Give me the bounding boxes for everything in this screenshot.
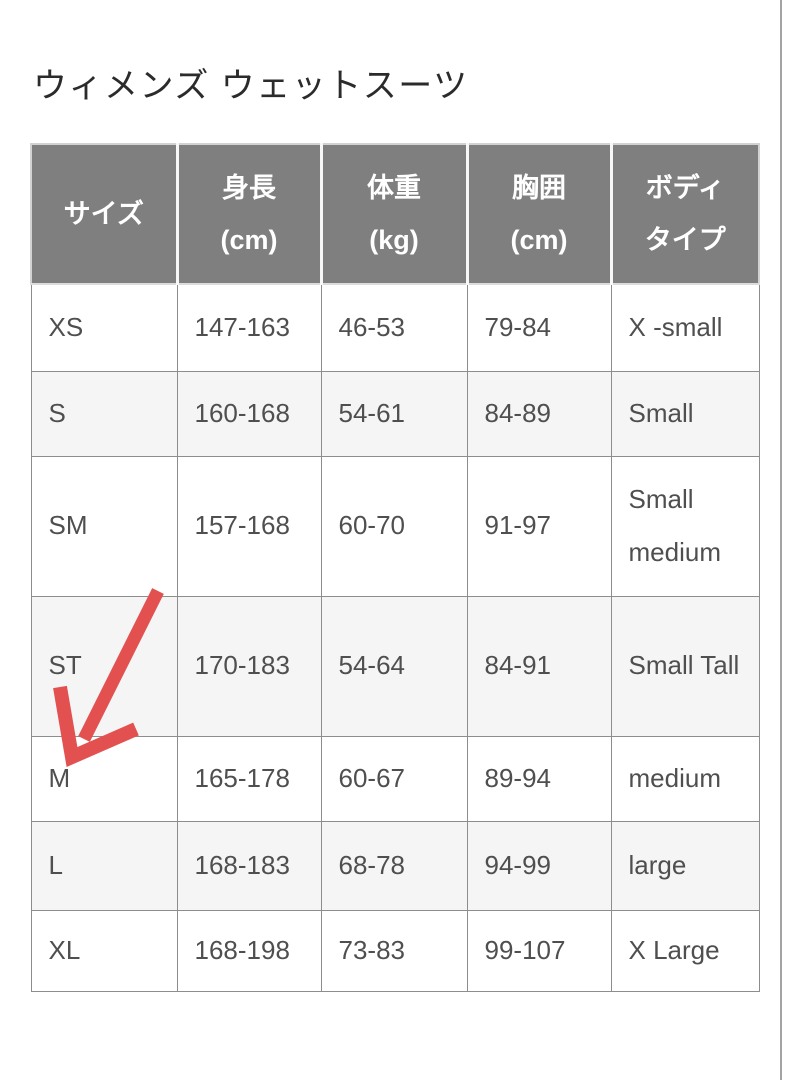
cell-bodytype: X Large: [610, 909, 760, 992]
cell-weight: 54-64: [320, 595, 468, 737]
cell-size: SM: [30, 455, 178, 597]
cell-chest: 84-89: [466, 370, 612, 457]
cell-chest: 89-94: [466, 735, 612, 822]
col-header-weight-unit: (kg): [369, 225, 419, 255]
col-header-size: サイズ: [30, 143, 179, 285]
cell-height: 168-183: [176, 820, 322, 911]
col-header-height-unit: (cm): [220, 225, 278, 255]
col-header-bodytype: ボディ タイプ: [611, 143, 760, 285]
col-header-chest: 胸囲 (cm): [467, 143, 613, 285]
col-header-bodytype-label: ボディ: [645, 173, 725, 203]
table-row-m: M 165-178 60-67 89-94 medium: [30, 735, 760, 822]
col-header-bodytype-unit: タイプ: [644, 225, 726, 255]
cell-bodytype: Small medium: [610, 455, 760, 597]
cell-weight: 73-83: [320, 909, 468, 992]
cell-chest: 84-91: [466, 595, 612, 737]
table-row-st: ST 170-183 54-64 84-91 Small Tall: [30, 595, 760, 737]
table-row-xs: XS 147-163 46-53 79-84 X -small: [30, 283, 760, 372]
cell-chest: 79-84: [466, 283, 612, 372]
cell-weight: 60-70: [320, 455, 468, 597]
table-row-sm: SM 157-168 60-70 91-97 Small medium: [30, 455, 760, 597]
col-header-height-label: 身長: [222, 173, 276, 203]
header-row: サイズ 身長 (cm) 体重 (kg) 胸囲 (cm) ボディ タイプ: [30, 143, 760, 285]
col-header-height: 身長 (cm): [177, 143, 323, 285]
cell-height: 160-168: [176, 370, 322, 457]
cell-size: M: [30, 735, 178, 822]
table-row-l: L 168-183 68-78 94-99 large: [30, 820, 760, 911]
table-row-xl: XL 168-198 73-83 99-107 X Large: [30, 909, 760, 992]
cell-height: 157-168: [176, 455, 322, 597]
cell-height: 170-183: [176, 595, 322, 737]
cell-chest: 99-107: [466, 909, 612, 992]
table-row-s: S 160-168 54-61 84-89 Small: [30, 370, 760, 457]
cell-size: S: [30, 370, 178, 457]
cell-bodytype: large: [610, 820, 760, 911]
cell-size: XS: [30, 283, 178, 372]
cell-weight: 54-61: [320, 370, 468, 457]
size-chart-table: サイズ 身長 (cm) 体重 (kg) 胸囲 (cm) ボディ タイプ XS 1…: [30, 143, 760, 992]
page-title: ウィメンズ ウェットスーツ: [33, 67, 469, 105]
cell-bodytype: Small Tall: [610, 595, 760, 737]
cell-size: ST: [30, 595, 178, 737]
page-edge-line: [780, 0, 782, 1080]
cell-size: XL: [30, 909, 178, 992]
cell-height: 168-198: [176, 909, 322, 992]
cell-height: 147-163: [176, 283, 322, 372]
cell-bodytype: X -small: [610, 283, 760, 372]
cell-weight: 68-78: [320, 820, 468, 911]
cell-weight: 46-53: [320, 283, 468, 372]
cell-bodytype: medium: [610, 735, 760, 822]
cell-height: 165-178: [176, 735, 322, 822]
cell-weight: 60-67: [320, 735, 468, 822]
cell-chest: 94-99: [466, 820, 612, 911]
col-header-size-label: サイズ: [63, 199, 144, 229]
col-header-weight-label: 体重: [367, 173, 421, 203]
cell-chest: 91-97: [466, 455, 612, 597]
col-header-chest-label: 胸囲: [512, 173, 566, 203]
cell-bodytype: Small: [610, 370, 760, 457]
col-header-chest-unit: (cm): [510, 225, 568, 255]
cell-size: L: [30, 820, 178, 911]
col-header-weight: 体重 (kg): [321, 143, 469, 285]
